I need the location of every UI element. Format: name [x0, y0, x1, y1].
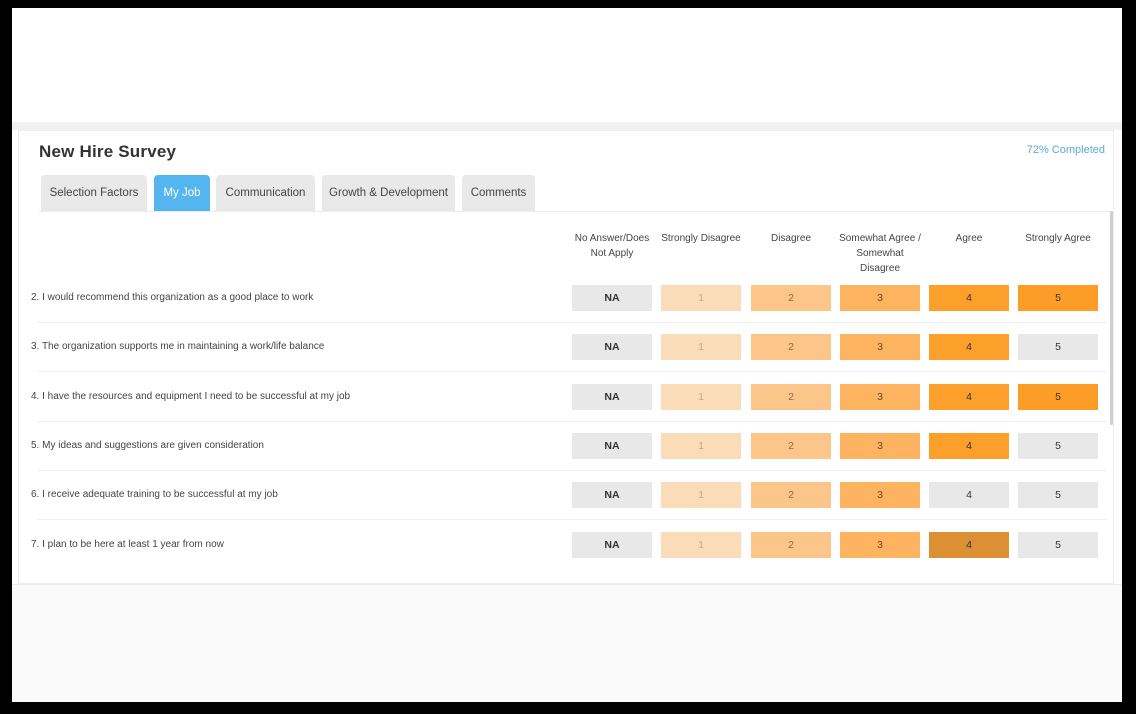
option-na-button[interactable]: NA [572, 532, 652, 558]
option-2-button[interactable]: 2 [751, 334, 831, 360]
option-1-button[interactable]: 1 [661, 384, 741, 410]
completion-status: 72% Completed [1026, 144, 1105, 156]
question-text: 7. I plan to be here at least 1 year fro… [31, 539, 224, 550]
option-na-button[interactable]: NA [572, 433, 652, 459]
panel-divider [12, 122, 1122, 130]
question-text: 3. The organization supports me in maint… [31, 341, 325, 352]
option-1-button[interactable]: 1 [661, 433, 741, 459]
option-4-button[interactable]: 4 [929, 285, 1009, 311]
option-5-button[interactable]: 5 [1018, 334, 1098, 360]
top-blank-area [12, 8, 1122, 122]
tab-comments[interactable]: Comments [462, 175, 535, 211]
tab-my-job[interactable]: My Job [154, 175, 210, 211]
row-divider [37, 322, 1107, 323]
option-1-button[interactable]: 1 [661, 532, 741, 558]
col-header-strongly-agree: Strongly Agree [1025, 233, 1091, 244]
question-text: 4. I have the resources and equipment I … [31, 391, 351, 402]
tab-underline [39, 211, 1113, 212]
question-text: 6. I receive adequate training to be suc… [31, 489, 278, 500]
option-2-button[interactable]: 2 [751, 384, 831, 410]
option-na-button[interactable]: NA [572, 334, 652, 360]
option-na-button[interactable]: NA [572, 384, 652, 410]
option-3-button[interactable]: 3 [840, 285, 920, 311]
screen-frame: New Hire Survey 72% Completed Selection … [12, 8, 1122, 702]
survey-card: New Hire Survey 72% Completed Selection … [18, 130, 1114, 584]
option-5-button[interactable]: 5 [1018, 433, 1098, 459]
col-header-disagree: Disagree [770, 233, 812, 244]
option-4-button[interactable]: 4 [929, 334, 1009, 360]
option-na-button[interactable]: NA [572, 285, 652, 311]
col-header-strongly-disagree: Strongly Disagree [661, 233, 741, 244]
scrollbar[interactable] [1110, 211, 1113, 425]
option-3-button[interactable]: 3 [840, 433, 920, 459]
option-1-button[interactable]: 1 [661, 334, 741, 360]
option-4-button[interactable]: 4 [929, 482, 1009, 508]
bottom-blank-area [12, 584, 1122, 702]
row-divider [37, 519, 1107, 520]
col-header-somewhat: Somewhat Agree / Somewhat Disagree [839, 233, 921, 274]
option-1-button[interactable]: 1 [661, 285, 741, 311]
option-2-button[interactable]: 2 [751, 285, 831, 311]
option-3-button[interactable]: 3 [840, 384, 920, 410]
row-divider [37, 470, 1107, 471]
col-header-agree: Agree [955, 233, 983, 244]
col-header-na: No Answer/Does Not Apply [574, 233, 650, 259]
option-5-button[interactable]: 5 [1018, 532, 1098, 558]
tab-communication[interactable]: Communication [216, 175, 315, 211]
row-divider [37, 421, 1107, 422]
option-5-button[interactable]: 5 [1018, 482, 1098, 508]
option-4-button[interactable]: 4 [929, 433, 1009, 459]
option-na-button[interactable]: NA [572, 482, 652, 508]
question-text: 5. My ideas and suggestions are given co… [31, 440, 264, 451]
option-3-button[interactable]: 3 [840, 532, 920, 558]
option-2-button[interactable]: 2 [751, 532, 831, 558]
option-5-button[interactable]: 5 [1018, 384, 1098, 410]
option-2-button[interactable]: 2 [751, 433, 831, 459]
option-4-button[interactable]: 4 [929, 532, 1009, 558]
tab-selection-factors[interactable]: Selection Factors [41, 175, 147, 211]
tab-growth-development[interactable]: Growth & Development [322, 175, 455, 211]
option-4-button[interactable]: 4 [929, 384, 1009, 410]
row-divider [37, 371, 1107, 372]
option-3-button[interactable]: 3 [840, 334, 920, 360]
option-1-button[interactable]: 1 [661, 482, 741, 508]
question-text: 2. I would recommend this organization a… [31, 292, 314, 303]
option-2-button[interactable]: 2 [751, 482, 831, 508]
option-3-button[interactable]: 3 [840, 482, 920, 508]
option-5-button[interactable]: 5 [1018, 285, 1098, 311]
survey-title: New Hire Survey [39, 142, 177, 161]
